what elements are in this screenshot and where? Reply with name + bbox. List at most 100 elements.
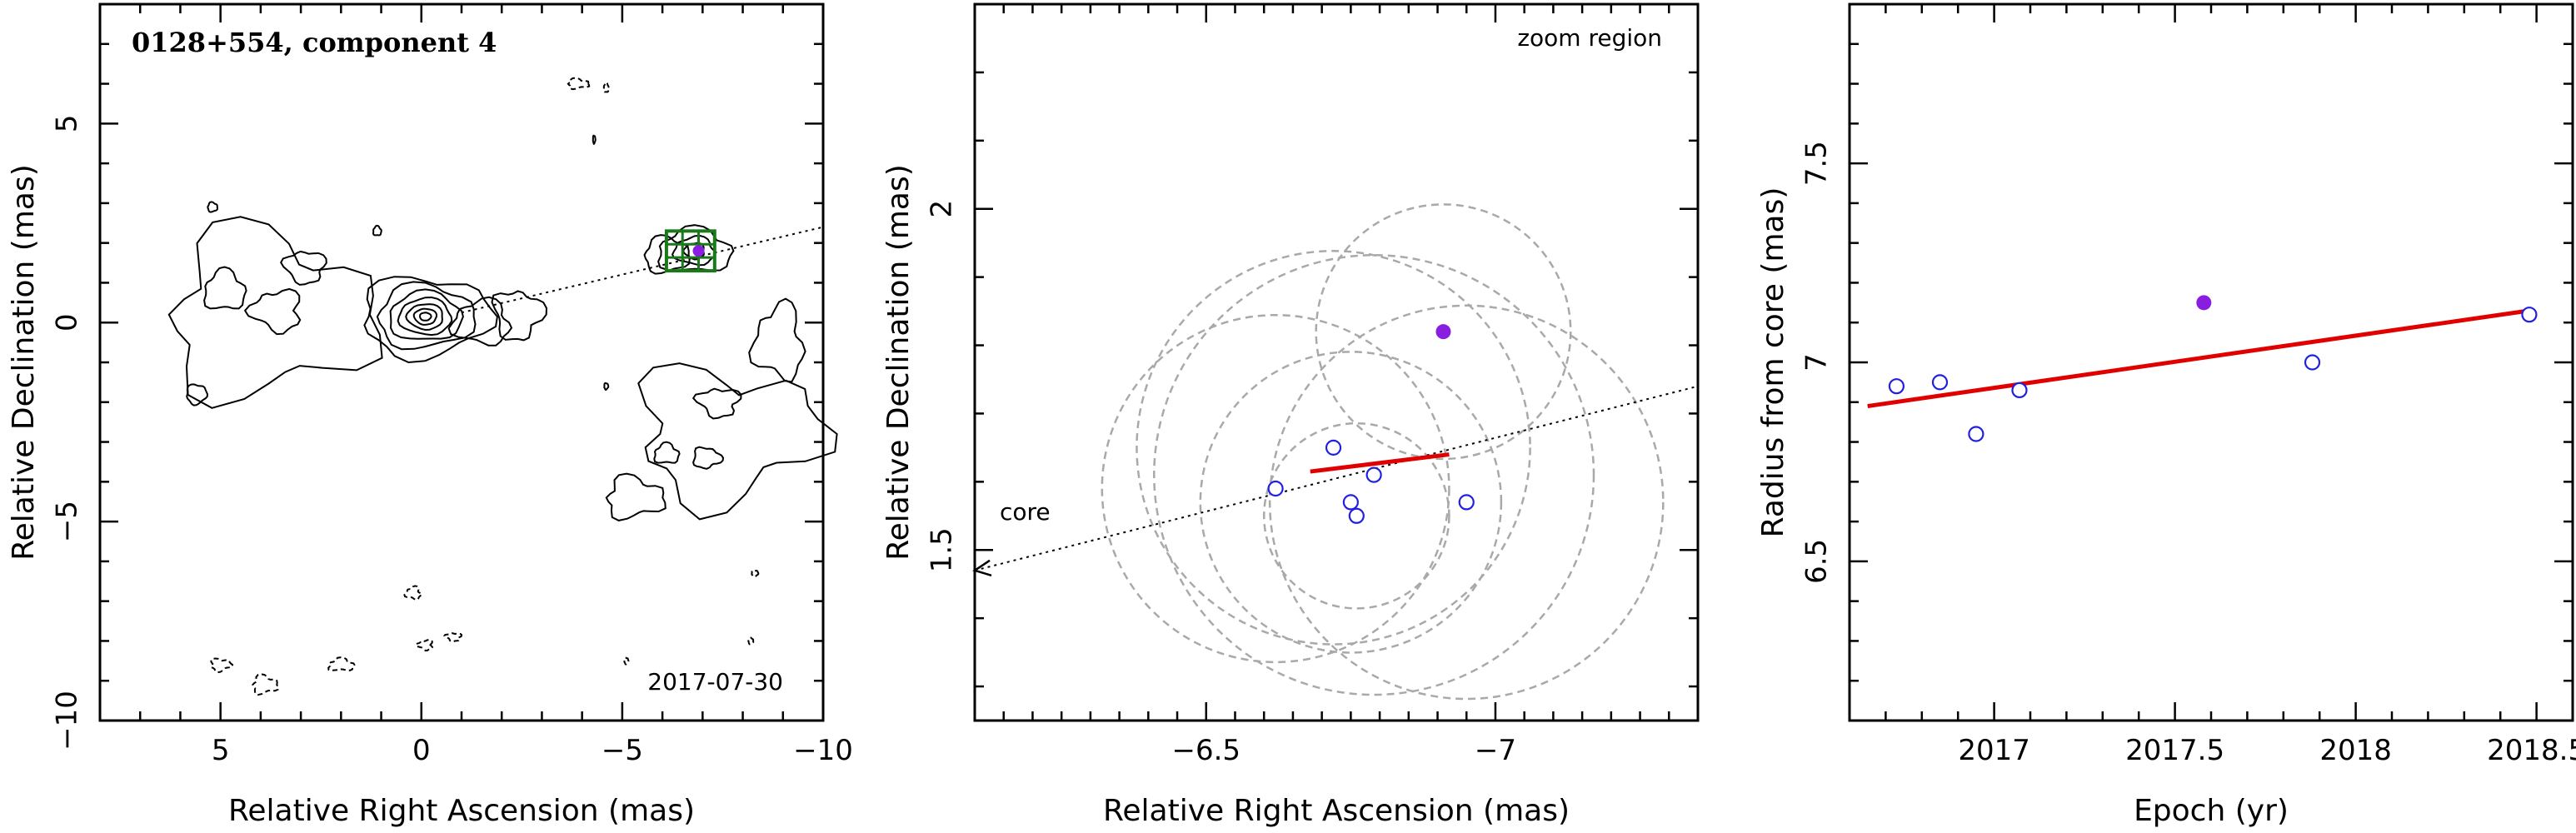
uncertainty-circles — [1101, 203, 1665, 701]
fit-line — [1310, 452, 1450, 474]
zoom-box-frame — [664, 229, 716, 273]
contour — [447, 296, 513, 347]
contour — [363, 276, 498, 364]
highlight-point — [1435, 324, 1451, 340]
position-points — [1267, 324, 1475, 524]
contour — [691, 387, 742, 420]
position-point — [1348, 507, 1365, 524]
contour — [327, 656, 356, 671]
contour — [397, 296, 453, 337]
y-tick-label: −10 — [51, 691, 84, 751]
x-tick-label: −10 — [793, 734, 853, 767]
panel-title: 0128+554, component 4 — [132, 27, 497, 58]
contour — [747, 636, 755, 646]
contour — [203, 266, 247, 310]
axis-ticks — [98, 2, 825, 722]
contour — [403, 585, 422, 601]
data-point — [2521, 307, 2538, 323]
y-tick-labels: 1.52 — [926, 200, 959, 572]
y-axis-title: Radius from core (mas) — [1756, 187, 1790, 538]
contour — [491, 290, 548, 342]
y-tick-label: 2 — [926, 200, 959, 218]
axis-ticks — [973, 2, 1698, 721]
contour-lines — [167, 77, 838, 696]
data-point — [1888, 378, 1905, 395]
epoch-label: 2017-07-30 — [647, 668, 783, 696]
position-point — [1365, 466, 1382, 483]
contour — [389, 288, 464, 340]
y-tick-labels: 6.5 7 7.5 — [1800, 141, 1834, 584]
x-tick-label: −6.5 — [1171, 734, 1241, 767]
contour — [419, 312, 432, 322]
core-label: core — [1000, 498, 1051, 526]
zoom-region-label: zoom region — [1517, 24, 1662, 52]
contour — [210, 657, 234, 674]
contour — [653, 441, 681, 464]
contour — [603, 382, 610, 392]
uncertainty-circle — [1262, 421, 1450, 610]
jet-direction-line — [974, 385, 1699, 571]
contour — [372, 224, 382, 237]
x-axis-title: Relative Right Ascension (mas) — [1103, 794, 1570, 828]
y-tick-label: 1.5 — [926, 527, 959, 572]
axis-ticks — [1848, 2, 2574, 722]
component-marker — [692, 245, 705, 257]
contour — [643, 234, 691, 275]
x-tick-label: 0 — [412, 734, 431, 767]
x-tick-label: 2017.5 — [2125, 734, 2224, 767]
x-tick-labels: 5 0 −5 −10 — [212, 734, 853, 767]
contour — [405, 303, 443, 332]
y-tick-label: 7 — [1800, 353, 1834, 372]
plot-frame — [98, 2, 825, 722]
data-points — [1888, 295, 2538, 442]
data-point — [2304, 354, 2321, 371]
y-axis-title: Relative Declination (mas) — [7, 164, 41, 561]
contour — [623, 656, 630, 666]
plot-frame — [1848, 2, 2574, 722]
data-point — [2011, 382, 2028, 399]
contour — [748, 297, 806, 383]
contour — [567, 77, 591, 91]
contour — [414, 638, 434, 652]
zoom-region-panel: zoom region core −6.5 −7 1.52 Relative Ri… — [881, 2, 1700, 828]
highlight-point — [2196, 295, 2212, 311]
position-point — [1325, 439, 1342, 456]
contour — [167, 216, 383, 409]
uncertainty-circle — [1153, 254, 1595, 696]
contour — [605, 472, 666, 521]
contour — [252, 673, 279, 696]
fit-line — [1867, 308, 2530, 409]
y-tick-label: 7.5 — [1800, 141, 1834, 186]
contour — [751, 569, 760, 578]
core-direction-arrow — [972, 559, 992, 577]
position-point — [1342, 494, 1359, 511]
x-tick-label: 2017 — [1958, 734, 2030, 767]
x-axis-title: Relative Right Ascension (mas) — [228, 794, 695, 828]
contour — [671, 234, 716, 267]
contour — [443, 632, 462, 643]
contour — [692, 446, 725, 470]
contour — [243, 287, 302, 336]
contour — [412, 307, 438, 326]
uncertainty-circle — [1268, 304, 1665, 701]
contour — [186, 383, 209, 407]
uncertainty-circle — [1101, 313, 1450, 664]
x-axis-title: Epoch (yr) — [2134, 794, 2289, 828]
x-tick-label: −5 — [602, 734, 643, 767]
uncertainty-circle — [1136, 250, 1531, 646]
x-tick-label: 2018.5 — [2487, 734, 2576, 767]
uncertainty-circle — [1199, 351, 1503, 654]
y-tick-label: 5 — [51, 115, 84, 133]
y-axis-title: Relative Declination (mas) — [881, 164, 916, 561]
contour — [637, 362, 838, 521]
position-point — [1267, 480, 1284, 497]
y-tick-label: −5 — [51, 501, 84, 542]
data-point — [1931, 374, 1949, 391]
x-tick-labels: 2017 2017.5 2018 2018.5 — [1958, 734, 2576, 767]
x-tick-labels: −6.5 −7 — [1171, 734, 1516, 767]
jet-direction-line — [461, 226, 824, 314]
x-tick-label: −7 — [1475, 734, 1516, 767]
data-point — [1968, 426, 1984, 442]
